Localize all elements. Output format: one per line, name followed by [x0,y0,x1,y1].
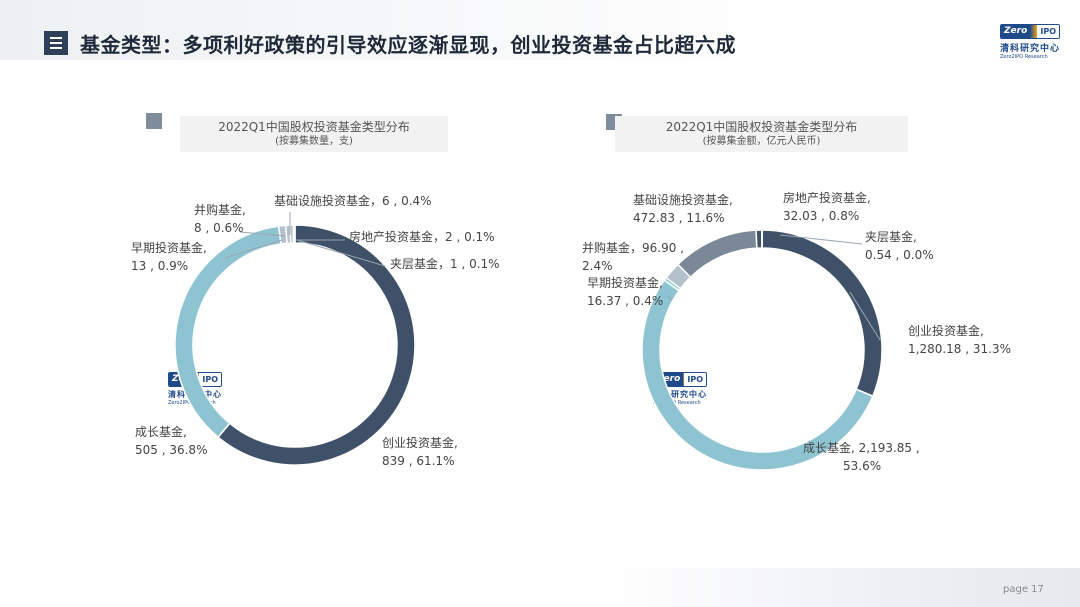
slice-value-label: 53.6% [843,459,881,473]
slice-label: 创业投资基金, [382,435,458,450]
slice-label: 夹层基金，1 , 0.1% [390,256,500,271]
slice-value-label: 16.37 , 0.4% [587,294,663,308]
donut-chart-2: 创业投资基金, 1,280.18 , 31.3% 成长基金, 2,193.85 , 5… [582,190,1011,473]
chart1-subtitle: (按募集数量，支) [275,136,353,147]
slice-label: 成长基金, [135,424,187,439]
leader-line [849,291,881,341]
footer-band [600,568,1080,607]
menu-icon [44,31,68,55]
slice-value-label: 13 , 0.9% [131,259,188,273]
chart2-title: 2022Q1中国股权投资基金类型分布 [665,120,858,134]
slice-label: 基础设施投资基金，6 , 0.4% [274,193,432,208]
donut-slice-创业投资基金 [217,224,416,466]
brand-logo: Zero IPO 清科研究中心 Zero2IPO Research [1000,24,1060,60]
chart2-title-box: 2022Q1中国股权投资基金类型分布 (按募集金额，亿元人民币) [615,116,908,152]
leader-line [296,239,386,267]
page-title: 基金类型：多项利好政策的引导效应逐渐显现，创业投资基金占比超六成 [80,33,736,57]
chart1-title-marker [146,113,162,129]
logo-text-b: IPO [1037,25,1059,38]
slice-label: 成长基金, 2,193.85 , [803,440,920,455]
donut-slice-夹层基金 [293,224,296,244]
leader-line [667,295,673,301]
slice-value-label: 0.54 , 0.0% [865,248,934,262]
slice-label: 房地产投资基金，2 , 0.1% [349,229,495,244]
leader-line [224,239,283,259]
logo-en: Zero2IPO Research [1000,54,1048,60]
leader-line [239,231,286,237]
donut-chart-1: 创业投资基金, 839 , 61.1% 成长基金, 505 , 36.8% 早期投资基金… [131,193,500,468]
slice-label: 并购基金, [194,202,246,217]
slice-value-label: 2.4% [582,259,613,273]
donut-slice-创业投资基金 [761,229,883,398]
donut-slice-基础设施投资基金 [676,229,758,279]
header-band [0,0,1080,60]
logo-cn: 清科研究中心 [1000,44,1061,54]
slice-value-label: 32.03 , 0.8% [783,209,859,223]
logo-text-a: Zero [1001,25,1031,38]
slice-label: 基础设施投资基金, [633,192,733,207]
slice-value-label: 8 , 0.6% [194,221,244,235]
slice-label: 创业投资基金, [908,323,984,338]
slice-value-label: 472.83 , 11.6% [633,211,725,225]
donut-slice-房地产投资基金 [755,229,763,249]
donut-slice-成长基金 [174,225,282,439]
slice-value-label: 505 , 36.8% [135,443,207,457]
chart1-title-box: 2022Q1中国股权投资基金类型分布 (按募集数量，支) [180,116,448,152]
slice-value-label: 839 , 61.1% [382,454,454,468]
slice-label: 夹层基金, [865,229,917,244]
chart1-title: 2022Q1中国股权投资基金类型分布 [218,120,410,134]
slice-label: 早期投资基金, [131,240,207,255]
leader-line [779,234,863,245]
slice-label: 房地产投资基金, [783,190,871,205]
page-number: page 17 [1003,584,1044,595]
slice-value-label: 1,280.18 , 31.3% [908,342,1011,356]
slice-label: 早期投资基金, [587,275,663,290]
slice-label: 并购基金，96.90 , [582,240,684,255]
chart2-subtitle: (按募集金额，亿元人民币) [702,136,821,147]
